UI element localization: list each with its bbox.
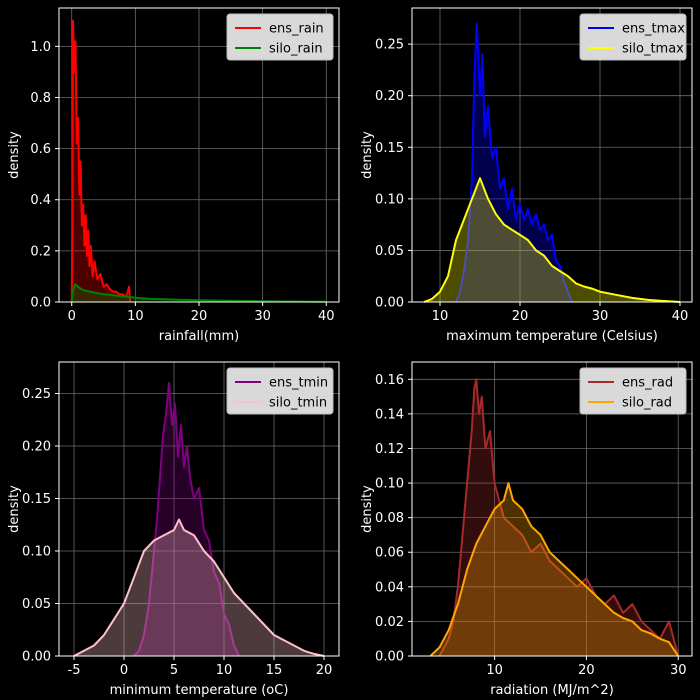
series-line-ens_rain bbox=[70, 19, 132, 303]
legend-label-ens_tmax: ens_tmax bbox=[622, 22, 685, 37]
y-tick-label-1: 0.05 bbox=[22, 597, 51, 612]
x-tick-label-2: 30 bbox=[592, 309, 609, 324]
y-tick-label-0: 0.00 bbox=[22, 650, 51, 665]
legend-label-silo_tmax: silo_tmax bbox=[622, 42, 684, 57]
x-tick-label-0: -5 bbox=[68, 663, 81, 678]
y-tick-label-6: 0.12 bbox=[375, 442, 404, 457]
x-tick-label-4: 40 bbox=[318, 309, 335, 324]
legend-label-ens_rad: ens_rad bbox=[622, 376, 673, 391]
series-fill-silo_rad bbox=[430, 483, 679, 656]
y-tick-label-2: 0.04 bbox=[375, 580, 404, 595]
y-tick-label-7: 0.14 bbox=[375, 407, 404, 422]
series-fill-silo_tmax bbox=[424, 178, 680, 302]
y-tick-label-4: 0.20 bbox=[22, 440, 51, 455]
legend-label-ens_tmin: ens_tmin bbox=[269, 376, 328, 391]
x-tick-label-1: 0 bbox=[120, 663, 128, 678]
series-line-silo_tmin bbox=[73, 518, 325, 657]
y-tick-label-4: 0.20 bbox=[375, 89, 404, 104]
chart-panel-2: 10 20 30 40 0.00 0.05 0.10 0.15 0.20 0.25 maximum … bbox=[360, 7, 693, 344]
x-axis-label: maximum temperature (Celsius) bbox=[446, 329, 658, 344]
y-tick-label-1: 0.05 bbox=[375, 244, 404, 259]
y-tick-label-3: 0.6 bbox=[30, 142, 51, 157]
legend: ens_tmax silo_tmax bbox=[579, 13, 687, 61]
y-axis-label: density bbox=[360, 131, 375, 179]
legend: ens_rad silo_rad bbox=[579, 367, 687, 415]
y-tick-label-2: 0.10 bbox=[22, 545, 51, 560]
x-tick-label-1: 20 bbox=[512, 309, 529, 324]
legend-label-ens_rain: ens_rain bbox=[269, 22, 324, 37]
x-tick-label-3: 30 bbox=[254, 309, 271, 324]
x-axis-label: minimum temperature (oC) bbox=[110, 683, 289, 698]
series-line-ens_tmax bbox=[455, 22, 573, 303]
x-axis-label: radiation (MJ/m^2) bbox=[490, 683, 614, 698]
legend-label-silo_rad: silo_rad bbox=[622, 396, 672, 411]
series-line-ens_rad bbox=[438, 378, 680, 657]
chart-panel-3: -5 0 5 10 15 20 0.00 0.05 0.10 0.15 0.20 0.25 minimu… bbox=[7, 361, 340, 698]
y-tick-label-3: 0.15 bbox=[22, 492, 51, 507]
legend: ens_rain silo_rain bbox=[226, 13, 334, 61]
x-tick-label-4: 15 bbox=[266, 663, 283, 678]
y-tick-label-1: 0.02 bbox=[375, 615, 404, 630]
x-tick-label-0: 10 bbox=[486, 663, 503, 678]
x-tick-label-3: 40 bbox=[672, 309, 689, 324]
series-fill-ens_rad bbox=[439, 379, 679, 656]
legend-label-silo_rain: silo_rain bbox=[269, 42, 323, 57]
legend: ens_tmin silo_tmin bbox=[226, 367, 334, 415]
x-tick-label-0: 10 bbox=[432, 309, 449, 324]
y-tick-label-1: 0.2 bbox=[30, 244, 51, 259]
series-line-silo_rad bbox=[429, 482, 680, 657]
x-tick-label-0: 0 bbox=[68, 309, 76, 324]
chart-panel-4: 10 20 30 0.00 0.02 0.04 0.06 0.08 0.10 0.12 0.14 0.… bbox=[360, 361, 693, 698]
y-axis-label: density bbox=[7, 131, 22, 179]
x-tick-label-2: 20 bbox=[191, 309, 208, 324]
y-tick-label-0: 0.00 bbox=[375, 296, 404, 311]
y-tick-label-5: 0.25 bbox=[22, 387, 51, 402]
y-tick-label-3: 0.06 bbox=[375, 546, 404, 561]
y-tick-label-0: 0.0 bbox=[30, 296, 51, 311]
x-tick-label-1: 10 bbox=[127, 309, 144, 324]
y-tick-label-5: 0.10 bbox=[375, 477, 404, 492]
y-tick-label-2: 0.10 bbox=[375, 192, 404, 207]
y-axis-label: density bbox=[360, 485, 375, 533]
y-tick-label-5: 1.0 bbox=[30, 40, 51, 55]
x-tick-label-5: 20 bbox=[316, 663, 333, 678]
y-tick-label-4: 0.8 bbox=[30, 91, 51, 106]
y-tick-label-8: 0.16 bbox=[375, 373, 404, 388]
series-fill-silo_rain bbox=[71, 284, 327, 302]
y-tick-label-5: 0.25 bbox=[375, 38, 404, 53]
y-tick-label-0: 0.00 bbox=[375, 650, 404, 665]
series-line-silo_rain bbox=[70, 283, 327, 303]
y-tick-label-2: 0.4 bbox=[30, 193, 51, 208]
x-tick-label-2: 5 bbox=[170, 663, 178, 678]
legend-label-silo_tmin: silo_tmin bbox=[269, 396, 327, 411]
x-tick-label-1: 20 bbox=[578, 663, 595, 678]
x-tick-label-2: 30 bbox=[670, 663, 687, 678]
series-line-silo_tmax bbox=[423, 177, 681, 303]
x-tick-label-3: 10 bbox=[216, 663, 233, 678]
series-fill-ens_tmax bbox=[456, 23, 572, 302]
y-tick-label-3: 0.15 bbox=[375, 141, 404, 156]
y-axis-label: density bbox=[7, 485, 22, 533]
plot-frame bbox=[411, 7, 693, 303]
x-axis-label: rainfall(mm) bbox=[159, 329, 239, 344]
series-fill-ens_rain bbox=[71, 20, 131, 303]
plot-frame bbox=[411, 361, 693, 657]
plot-frame bbox=[58, 361, 340, 657]
chart-panel-1: 0 10 20 30 40 0.0 0.2 0.4 0.6 0.8 1.0 rainfall(mm) d… bbox=[7, 7, 340, 344]
series-fill-ens_tmin bbox=[134, 383, 239, 656]
y-tick-label-4: 0.08 bbox=[375, 511, 404, 526]
